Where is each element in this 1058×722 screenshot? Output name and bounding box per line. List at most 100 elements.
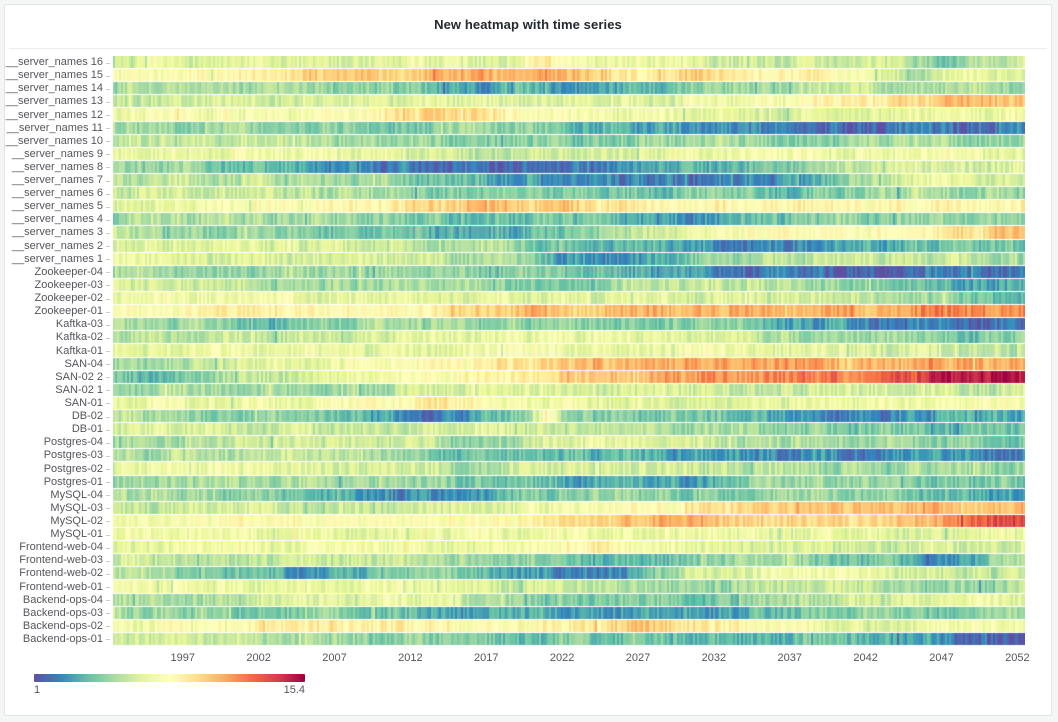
panel-title[interactable]: New heatmap with time series (434, 17, 622, 32)
y-axis-label: __server_names 1 (11, 253, 103, 265)
y-axis-tick (106, 377, 110, 378)
y-axis-label: __server_names 12 (5, 109, 103, 121)
x-axis-label: 2007 (322, 652, 347, 664)
y-axis-label: MySQL-01 (50, 528, 103, 540)
y-axis-tick (106, 574, 110, 575)
y-axis-label: Kaftka-03 (55, 318, 103, 330)
y-axis-label: MySQL-04 (50, 489, 103, 501)
y-axis-label: Postgres-02 (43, 463, 103, 475)
y-axis-tick (106, 312, 110, 313)
y-axis-label: SAN-02 2 (55, 371, 103, 383)
y-axis-label: DB-02 (71, 410, 103, 422)
y-axis-label: __server_names 10 (5, 135, 103, 147)
y-axis-label: __server_names 16 (5, 56, 103, 68)
y-axis-tick (106, 272, 110, 273)
y-axis-label: Backend-ops-04 (22, 594, 103, 606)
y-axis-tick (106, 167, 110, 168)
y-axis-tick (106, 508, 110, 509)
y-axis-tick (106, 194, 110, 195)
y-axis-label: Zookeeper-04 (34, 266, 104, 278)
y-axis-tick (106, 325, 110, 326)
y-axis-tick (106, 154, 110, 155)
y-axis-label: __server_names 11 (6, 122, 103, 134)
x-axis-label: 2022 (549, 652, 575, 664)
y-axis-tick (106, 299, 110, 300)
y-axis-label: Frontend-web-02 (19, 567, 103, 579)
y-axis-label: __server_names 5 (11, 200, 103, 212)
y-axis-label: __server_names 15 (5, 69, 103, 81)
y-axis-label: Kaftka-01 (55, 345, 103, 357)
y-axis-label: MySQL-02 (50, 515, 103, 527)
y-axis-tick (106, 338, 110, 339)
y-axis-tick (106, 535, 110, 536)
x-axis-label: 2012 (398, 652, 423, 664)
y-axis-tick (106, 351, 110, 352)
y-axis-tick (106, 220, 110, 221)
y-axis-label: Zookeeper-02 (34, 292, 104, 304)
color-gradient-bar (34, 674, 305, 682)
y-axis-label: DB-01 (71, 423, 103, 435)
y-axis-label: SAN-04 (64, 358, 103, 370)
y-axis-tick (106, 430, 110, 431)
y-axis-tick (106, 364, 110, 365)
y-axis-label: Frontend-web-03 (19, 554, 103, 566)
y-axis-label: SAN-02 1 (55, 384, 103, 396)
y-axis-tick (106, 613, 110, 614)
y-axis-tick (106, 285, 110, 286)
y-axis-label: Backend-ops-02 (22, 620, 103, 632)
y-axis-tick (106, 417, 110, 418)
y-axis-label: Frontend-web-04 (19, 541, 103, 553)
y-axis-tick (106, 456, 110, 457)
y-axis-label: Frontend-web-01 (19, 581, 103, 593)
y-axis-label: Postgres-03 (43, 449, 103, 461)
x-axis-label: 2037 (777, 652, 803, 664)
y-axis-tick (106, 246, 110, 247)
x-axis-label: 2032 (701, 652, 727, 664)
x-axis-label: 2027 (625, 652, 651, 664)
header-divider (9, 48, 1047, 49)
y-axis-tick (106, 115, 110, 116)
x-axis-label: 2047 (929, 652, 954, 664)
y-axis-tick (106, 89, 110, 90)
y-axis-tick (106, 128, 110, 129)
legend-min-label: 1 (34, 684, 41, 696)
y-axis-tick (106, 639, 110, 640)
y-axis-tick (106, 443, 110, 444)
y-axis-tick (106, 482, 110, 483)
y-axis-tick (106, 259, 110, 260)
y-axis-label: __server_names 3 (11, 226, 103, 238)
x-axis-label: 2042 (853, 652, 878, 664)
y-axis-tick (106, 76, 110, 77)
y-axis-label: Backend-ops-01 (22, 633, 103, 645)
heatmap-canvas[interactable] (113, 56, 1025, 646)
y-axis-tick (106, 233, 110, 234)
y-axis-label: Zookeeper-01 (34, 305, 104, 317)
y-axis-tick (106, 403, 110, 404)
color-scale-legend: 1 15.4 (34, 674, 305, 696)
y-axis-label: __server_names 13 (5, 95, 103, 107)
y-axis-label: Zookeeper-03 (34, 279, 104, 291)
y-axis-label: Postgres-01 (43, 476, 103, 488)
y-axis-label: SAN-01 (64, 397, 103, 409)
y-axis-tick (106, 521, 110, 522)
y-axis-tick (106, 390, 110, 391)
y-axis-tick (106, 102, 110, 103)
legend-max-label: 15.4 (283, 684, 305, 696)
y-axis-tick (106, 626, 110, 627)
y-axis-tick (106, 469, 110, 470)
y-axis-label: __server_names 9 (11, 148, 103, 160)
x-axis-label: 2052 (1005, 652, 1030, 664)
heatmap-panel: New heatmap with time series __server_na… (4, 4, 1052, 716)
y-axis-label: Postgres-04 (43, 436, 103, 448)
y-axis-tick (106, 181, 110, 182)
y-axis-label: Kaftka-02 (55, 331, 103, 343)
y-axis-label: __server_names 2 (11, 240, 103, 252)
y-axis-tick (106, 587, 110, 588)
y-axis-label: __server_names 14 (5, 82, 103, 94)
y-axis-tick (106, 561, 110, 562)
y-axis-tick (106, 63, 110, 64)
y-axis-tick (106, 600, 110, 601)
x-axis-label: 2017 (474, 652, 499, 664)
y-axis-label: MySQL-03 (50, 502, 103, 514)
y-axis-label: Backend-ops-03 (22, 607, 103, 619)
